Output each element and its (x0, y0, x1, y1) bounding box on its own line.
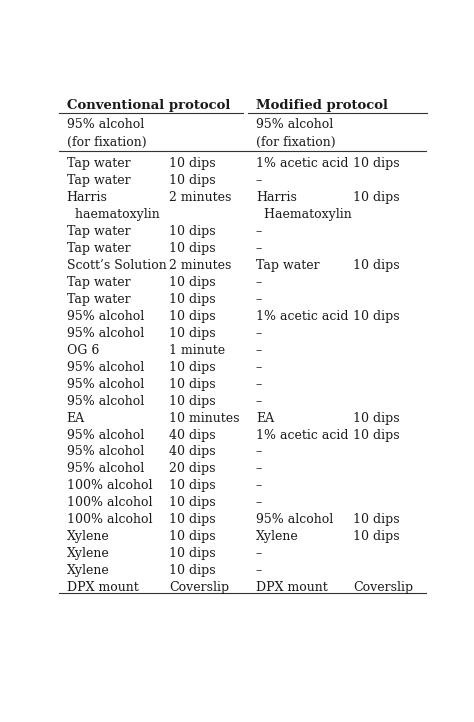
Text: 95% alcohol: 95% alcohol (66, 445, 144, 458)
Text: 1% acetic acid: 1% acetic acid (256, 157, 348, 170)
Text: Tap water: Tap water (66, 293, 130, 306)
Text: 95% alcohol: 95% alcohol (66, 395, 144, 408)
Text: 10 dips: 10 dips (169, 310, 216, 323)
Text: haematoxylin: haematoxylin (66, 208, 159, 221)
Text: –: – (256, 496, 262, 509)
Text: 100% alcohol: 100% alcohol (66, 479, 152, 492)
Text: 10 dips: 10 dips (169, 174, 216, 187)
Text: 95% alcohol: 95% alcohol (66, 310, 144, 323)
Text: Coverslip: Coverslip (353, 581, 413, 594)
Text: 95% alcohol: 95% alcohol (66, 327, 144, 340)
Text: 10 dips: 10 dips (169, 276, 216, 289)
Text: 10 dips: 10 dips (169, 293, 216, 306)
Text: Coverslip: Coverslip (169, 581, 229, 594)
Text: –: – (256, 564, 262, 577)
Text: 95% alcohol: 95% alcohol (66, 463, 144, 476)
Text: 1% acetic acid: 1% acetic acid (256, 429, 348, 442)
Text: 10 dips: 10 dips (353, 513, 400, 526)
Text: –: – (256, 395, 262, 408)
Text: –: – (256, 344, 262, 357)
Text: 95% alcohol: 95% alcohol (256, 513, 333, 526)
Text: –: – (256, 327, 262, 340)
Text: 10 dips: 10 dips (169, 378, 216, 391)
Text: –: – (256, 463, 262, 476)
Text: EA: EA (256, 412, 274, 425)
Text: Tap water: Tap water (66, 225, 130, 238)
Text: 10 dips: 10 dips (169, 513, 216, 526)
Text: Tap water: Tap water (66, 242, 130, 255)
Text: Tap water: Tap water (66, 174, 130, 187)
Text: –: – (256, 293, 262, 306)
Text: 95% alcohol: 95% alcohol (66, 361, 144, 374)
Text: 10 dips: 10 dips (169, 395, 216, 408)
Text: Xylene: Xylene (66, 547, 109, 560)
Text: DPX mount: DPX mount (66, 581, 138, 594)
Text: 95% alcohol
(for fixation): 95% alcohol (for fixation) (66, 118, 146, 149)
Text: –: – (256, 242, 262, 255)
Text: 10 minutes: 10 minutes (169, 412, 240, 425)
Text: 95% alcohol
(for fixation): 95% alcohol (for fixation) (256, 118, 336, 149)
Text: 10 dips: 10 dips (353, 259, 400, 272)
Text: –: – (256, 547, 262, 560)
Text: Tap water: Tap water (256, 259, 319, 272)
Text: 1% acetic acid: 1% acetic acid (256, 310, 348, 323)
Text: 10 dips: 10 dips (353, 412, 400, 425)
Text: 10 dips: 10 dips (353, 191, 400, 204)
Text: 10 dips: 10 dips (169, 530, 216, 543)
Text: 100% alcohol: 100% alcohol (66, 496, 152, 509)
Text: 95% alcohol: 95% alcohol (66, 378, 144, 391)
Text: 1 minute: 1 minute (169, 344, 226, 357)
Text: Harris: Harris (66, 191, 108, 204)
Text: Xylene: Xylene (66, 530, 109, 543)
Text: 40 dips: 40 dips (169, 445, 216, 458)
Text: 40 dips: 40 dips (169, 429, 216, 442)
Text: EA: EA (66, 412, 85, 425)
Text: 10 dips: 10 dips (353, 310, 400, 323)
Text: Tap water: Tap water (66, 276, 130, 289)
Text: 10 dips: 10 dips (169, 479, 216, 492)
Text: 10 dips: 10 dips (353, 157, 400, 170)
Text: –: – (256, 445, 262, 458)
Text: –: – (256, 276, 262, 289)
Text: 10 dips: 10 dips (169, 157, 216, 170)
Text: Modified protocol: Modified protocol (256, 99, 388, 112)
Text: Haematoxylin: Haematoxylin (256, 208, 352, 221)
Text: –: – (256, 361, 262, 374)
Text: 10 dips: 10 dips (169, 361, 216, 374)
Text: Xylene: Xylene (66, 564, 109, 577)
Text: 10 dips: 10 dips (169, 327, 216, 340)
Text: 95% alcohol: 95% alcohol (66, 429, 144, 442)
Text: 10 dips: 10 dips (353, 429, 400, 442)
Text: 10 dips: 10 dips (169, 242, 216, 255)
Text: 10 dips: 10 dips (169, 564, 216, 577)
Text: OG 6: OG 6 (66, 344, 99, 357)
Text: Scott’s Solution: Scott’s Solution (66, 259, 166, 272)
Text: –: – (256, 378, 262, 391)
Text: Conventional protocol: Conventional protocol (66, 99, 230, 112)
Text: –: – (256, 225, 262, 238)
Text: Harris: Harris (256, 191, 297, 204)
Text: Tap water: Tap water (66, 157, 130, 170)
Text: DPX mount: DPX mount (256, 581, 328, 594)
Text: 10 dips: 10 dips (169, 496, 216, 509)
Text: 2 minutes: 2 minutes (169, 191, 232, 204)
Text: 20 dips: 20 dips (169, 463, 216, 476)
Text: –: – (256, 479, 262, 492)
Text: 10 dips: 10 dips (353, 530, 400, 543)
Text: 10 dips: 10 dips (169, 547, 216, 560)
Text: Xylene: Xylene (256, 530, 299, 543)
Text: –: – (256, 174, 262, 187)
Text: 2 minutes: 2 minutes (169, 259, 232, 272)
Text: 10 dips: 10 dips (169, 225, 216, 238)
Text: 100% alcohol: 100% alcohol (66, 513, 152, 526)
